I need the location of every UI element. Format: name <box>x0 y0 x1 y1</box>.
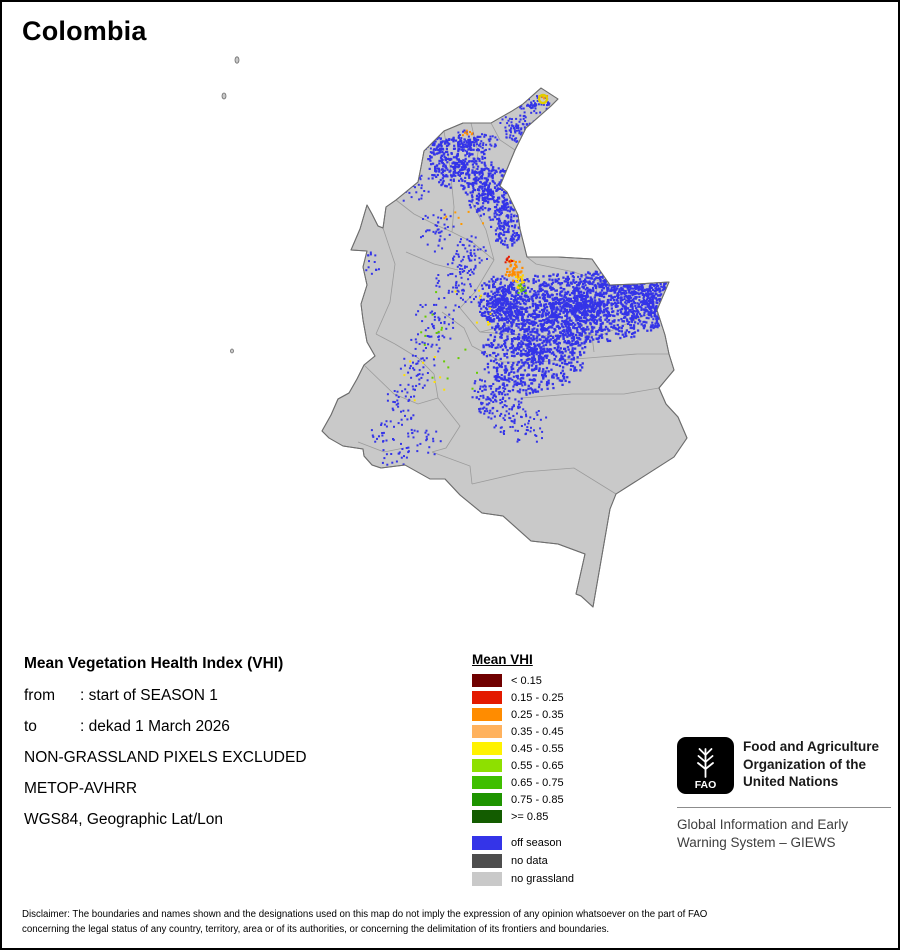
disclaimer-line: Disclaimer: The boundaries and names sho… <box>22 909 708 920</box>
disclaimer: Disclaimer: The boundaries and names sho… <box>22 908 882 937</box>
legend-label: 0.25 - 0.35 <box>511 708 564 721</box>
guajira-ring-marker <box>537 93 549 105</box>
legend-title: Mean VHI <box>472 652 533 667</box>
legend-swatch <box>472 742 502 755</box>
giews-name: Global Information and Early Warning Sys… <box>677 816 891 851</box>
disclaimer-line: concerning the legal status of any count… <box>22 923 610 935</box>
map-info-block: Mean Vegetation Health Index (VHI) from:… <box>24 654 307 841</box>
info-to-value: : dekad 1 March 2026 <box>80 718 230 735</box>
info-nongrassland: NON-GRASSLAND PIXELS EXCLUDED <box>24 749 307 766</box>
info-from-row: from : start of SEASON 1 <box>24 686 307 705</box>
legend-label: no grassland <box>511 873 574 885</box>
legend-swatch <box>472 836 502 850</box>
legend-row: 0.15 - 0.25 <box>472 691 574 704</box>
legend: Mean VHI < 0.15 0.15 - 0.25 0.25 - 0.35 … <box>472 652 574 890</box>
legend-swatch <box>472 872 502 886</box>
fao-logo-icon: FAO <box>677 737 734 794</box>
legend-row: 0.35 - 0.45 <box>472 725 574 738</box>
legend-label: no data <box>511 855 548 867</box>
legend-label: 0.35 - 0.45 <box>511 725 564 738</box>
fao-block: FAO Food and Agriculture Organization of… <box>677 737 891 851</box>
legend-row: 0.65 - 0.75 <box>472 776 574 789</box>
country-shape <box>321 87 688 608</box>
legend-row: 0.45 - 0.55 <box>472 742 574 755</box>
fao-org-name: Food and Agriculture Organization of the… <box>743 737 879 791</box>
info-to-label: to <box>24 718 37 735</box>
info-heading: Mean Vegetation Health Index (VHI) <box>24 655 284 672</box>
legend-label: 0.55 - 0.65 <box>511 759 564 772</box>
fao-org-line: Food and Agriculture <box>743 739 879 754</box>
giews-line: Global Information and Early <box>677 817 849 832</box>
legend-label: off season <box>511 837 562 849</box>
legend-row: 0.55 - 0.65 <box>472 759 574 772</box>
country-outline <box>321 87 688 608</box>
legend-row: no grassland <box>472 872 574 886</box>
islands <box>221 56 240 354</box>
legend-swatch <box>472 759 502 772</box>
legend-row: >= 0.85 <box>472 810 574 823</box>
legend-row: no data <box>472 854 574 868</box>
info-sensor: METOP-AVHRR <box>24 780 138 797</box>
legend-swatch <box>472 854 502 868</box>
fao-org-line: United Nations <box>743 774 839 789</box>
legend-label: 0.75 - 0.85 <box>511 793 564 806</box>
legend-label: 0.45 - 0.55 <box>511 742 564 755</box>
info-to-row: to : dekad 1 March 2026 <box>24 717 307 736</box>
legend-swatch <box>472 810 502 823</box>
legend-categories: off season no data no grassland <box>472 836 574 886</box>
fao-divider <box>677 807 891 808</box>
legend-swatch <box>472 776 502 789</box>
legend-label: < 0.15 <box>511 674 542 687</box>
page-title: Colombia <box>22 16 147 46</box>
info-projection: WGS84, Geographic Lat/Lon <box>24 811 224 828</box>
info-from-label: from <box>24 687 55 704</box>
fao-logo-text: FAO <box>695 779 717 791</box>
info-from-value: : start of SEASON 1 <box>80 687 218 704</box>
legend-row: off season <box>472 836 574 850</box>
legend-swatch <box>472 691 502 704</box>
legend-swatch <box>472 793 502 806</box>
legend-swatch <box>472 674 502 687</box>
legend-row: < 0.15 <box>472 674 574 687</box>
legend-row: 0.75 - 0.85 <box>472 793 574 806</box>
fao-org-line: Organization of the <box>743 756 866 772</box>
legend-row: 0.25 - 0.35 <box>472 708 574 721</box>
legend-swatch <box>472 708 502 721</box>
legend-label: 0.65 - 0.75 <box>511 776 564 789</box>
legend-label: 0.15 - 0.25 <box>511 691 564 704</box>
legend-swatch <box>472 725 502 738</box>
giews-line: Warning System – GIEWS <box>677 834 836 850</box>
legend-label: >= 0.85 <box>511 810 549 823</box>
